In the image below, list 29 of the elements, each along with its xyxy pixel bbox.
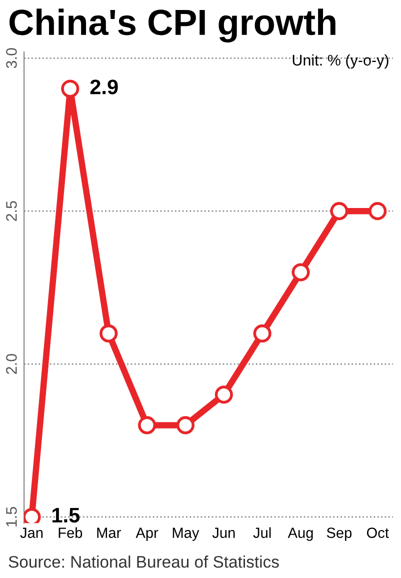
x-tick-label: Aug — [288, 528, 313, 541]
x-tick-label: Feb — [58, 527, 82, 538]
x-tick-label: Sep — [326, 528, 352, 541]
source-note: Source: National Bureau of Statistics — [8, 556, 279, 568]
point — [176, 416, 194, 434]
y-tick-label: 3.0 — [6, 48, 17, 68]
y-tick-label: 2.0 — [6, 354, 17, 374]
point — [214, 386, 233, 404]
x-tick-label: Jun — [212, 528, 235, 538]
point — [61, 80, 80, 98]
point — [368, 202, 387, 220]
x-tick-label: May — [172, 528, 200, 541]
annotation: 1.5 — [52, 508, 80, 523]
x-tick-label: Oct — [366, 528, 389, 538]
point — [100, 324, 118, 342]
x-tick-label: Jan — [20, 528, 43, 538]
chart-title: China's CPI growth — [10, 8, 336, 42]
y-tick-label: 2.5 — [6, 201, 17, 221]
point — [138, 416, 156, 434]
x-tick-label: Mar — [97, 528, 121, 538]
point — [330, 202, 348, 220]
annotation: 2.9 — [90, 80, 118, 94]
annotation: Unit: % (y-o-y) — [292, 54, 388, 69]
point — [292, 263, 310, 282]
x-tick-label: Apr — [136, 528, 158, 541]
x-tick-label: Jul — [253, 527, 271, 538]
y-tick-label: 1.5 — [6, 506, 17, 526]
point — [24, 508, 41, 524]
point — [253, 324, 272, 342]
